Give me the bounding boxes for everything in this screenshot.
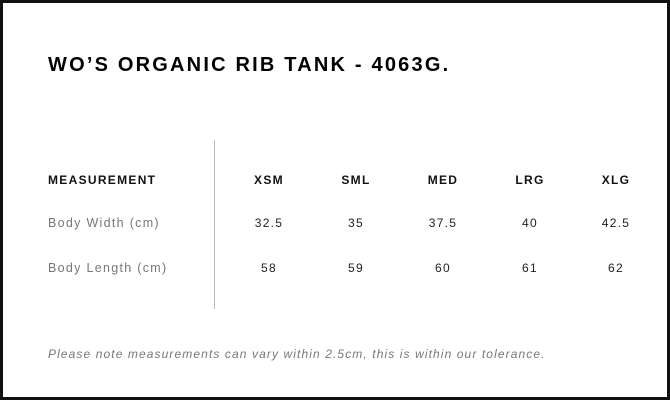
product-title: WO’S ORGANIC RIB TANK - 4063G.: [48, 54, 451, 76]
table-cell: 35: [348, 216, 364, 230]
column-divider: [214, 140, 215, 309]
measurement-header: MEASUREMENT: [48, 173, 157, 187]
table-cell: 59: [348, 261, 364, 275]
table-cell: 37.5: [428, 216, 458, 230]
table-cell: 58: [261, 261, 277, 275]
tolerance-note: Please note measurements can vary within…: [48, 347, 546, 361]
table-cell: 61: [522, 261, 538, 275]
table-cell: 32.5: [254, 216, 284, 230]
row-label-body-length: Body Length (cm): [48, 261, 168, 275]
table-cell: 42.5: [601, 216, 631, 230]
size-header-xsm: XSM: [254, 173, 284, 187]
size-header-sml: SML: [341, 173, 371, 187]
size-header-xlg: XLG: [601, 173, 631, 187]
size-header-lrg: LRG: [515, 173, 545, 187]
size-header-med: MED: [427, 173, 459, 187]
table-cell: 62: [608, 261, 624, 275]
table-cell: 40: [522, 216, 538, 230]
table-cell: 60: [435, 261, 451, 275]
row-label-body-width: Body Width (cm): [48, 216, 160, 230]
